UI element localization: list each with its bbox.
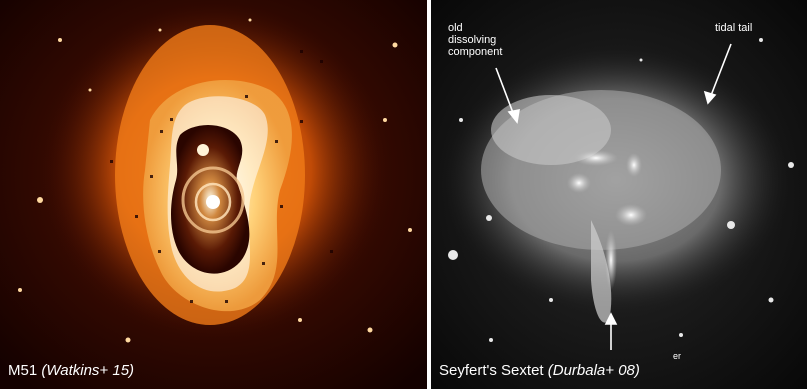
tidal-tail-arrowhead xyxy=(703,90,717,105)
seyferts-sextet-image-panel: old dissolving component tidal tail Seyf… xyxy=(431,0,807,389)
old-component-arrow-line xyxy=(495,67,516,119)
old-dissolving-component-label: old dissolving component xyxy=(448,22,502,58)
bottom-arrowhead xyxy=(604,312,618,325)
label-old-line1: old xyxy=(448,22,463,34)
old-component-arrowhead xyxy=(507,108,520,124)
label-old-line2: dissolving xyxy=(448,34,497,46)
m51-caption: M51 (Watkins+ 15) xyxy=(8,362,134,379)
tidal-tail-label: tidal tail xyxy=(715,22,753,34)
seyferts-sextet-image xyxy=(431,0,807,389)
m51-reference: (Watkins+ 15) xyxy=(41,362,135,379)
sextet-caption-superscript: er xyxy=(673,351,682,361)
m51-image-panel: M51 (Watkins+ 15) xyxy=(0,0,427,389)
m51-image xyxy=(0,0,427,389)
sextet-object-name: Seyfert's Sextet xyxy=(439,362,544,379)
tidal-tail-arrow-line xyxy=(709,43,732,99)
m51-object-name: M51 xyxy=(8,362,38,379)
label-old-line3: component xyxy=(448,46,503,58)
sextet-reference: (Durbala+ 08) xyxy=(547,362,640,379)
sextet-caption: Seyfert's Sextet (Durbala+ 08) xyxy=(439,362,640,379)
